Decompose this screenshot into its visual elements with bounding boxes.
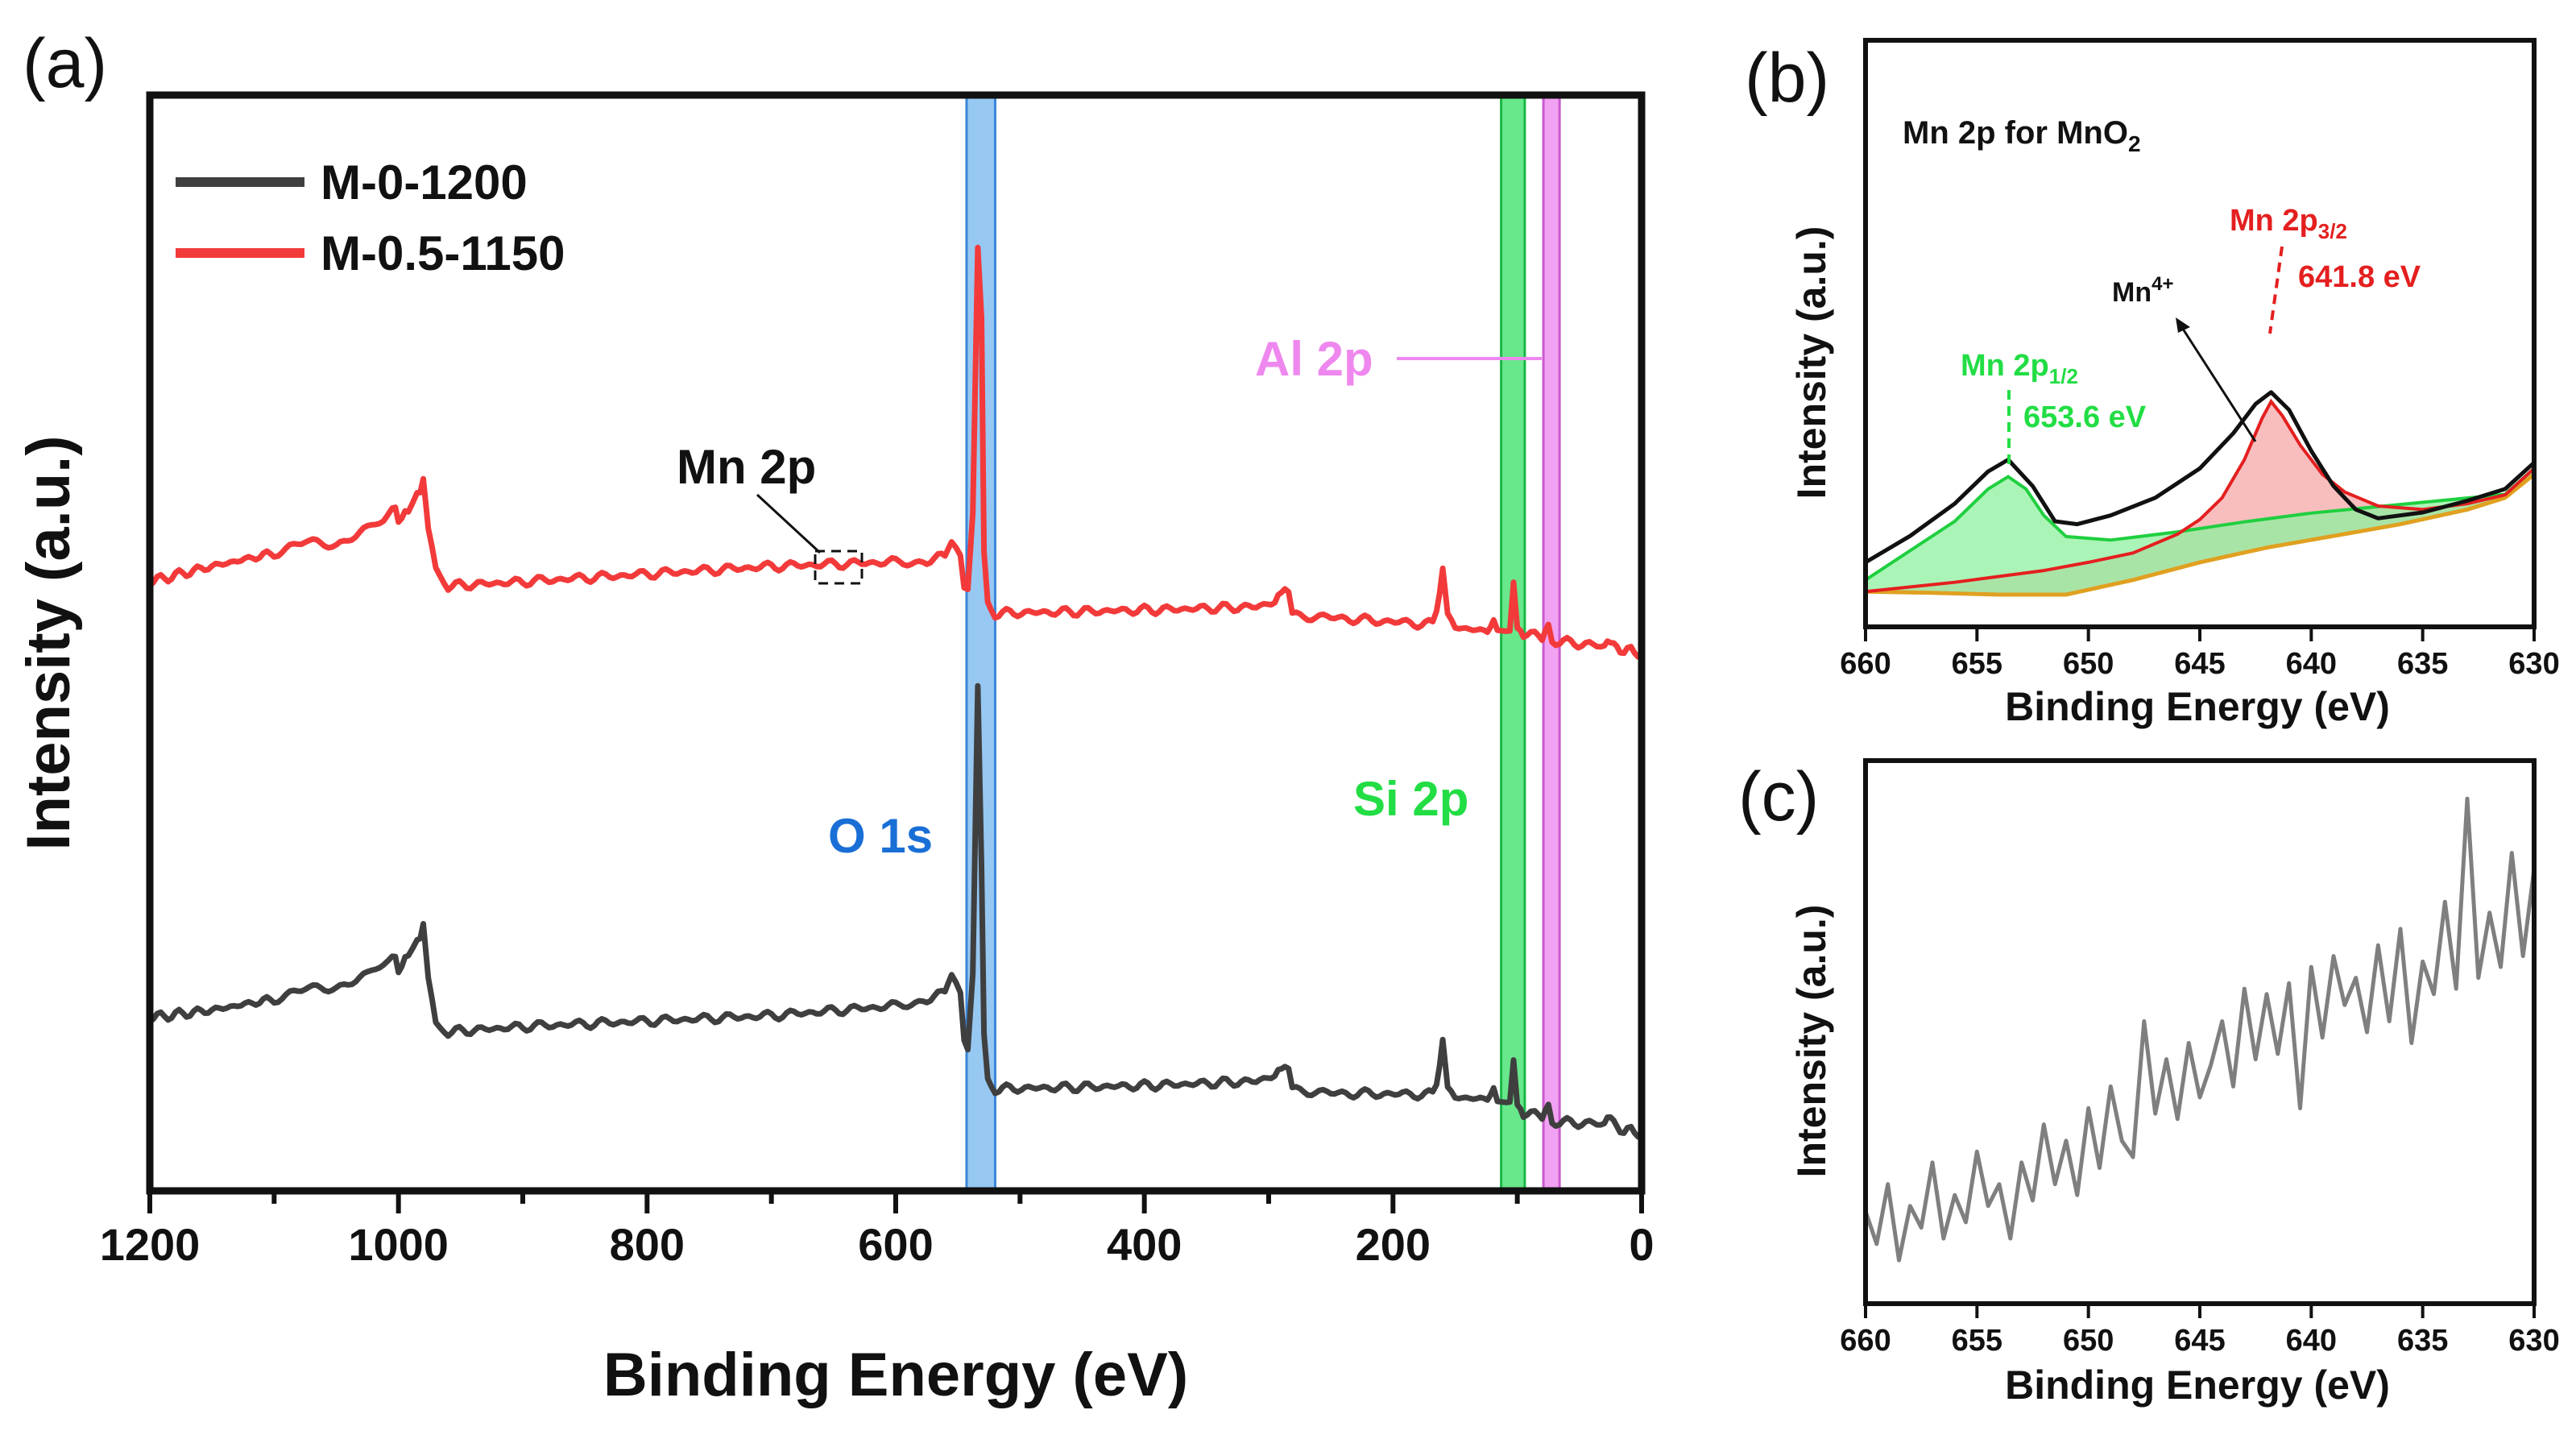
panel-b-x-axis-title: Binding Energy (eV) bbox=[2005, 684, 2390, 729]
panel-b-title: Mn 2p for MnO2 bbox=[1903, 115, 2141, 156]
curve-m-0-5-1150 bbox=[147, 244, 1644, 660]
legend-label-m0: M-0-1200 bbox=[321, 156, 528, 209]
curve-envelope bbox=[1864, 390, 2536, 565]
x-tick-label: 635 bbox=[2397, 647, 2448, 681]
mn2p-curve bbox=[1863, 796, 2537, 1263]
peak-fills bbox=[1866, 401, 2534, 595]
element-bands bbox=[965, 93, 1561, 1192]
panel-c: (c) 660 655 650 645 640 635 630 Binding Energy… bbox=[1738, 758, 2560, 1408]
p12-label: Mn 2p1/2 bbox=[1961, 349, 2078, 388]
panel-c-x-axis-title: Binding Energy (eV) bbox=[2005, 1362, 2390, 1408]
x-tick-label: 650 bbox=[2063, 1324, 2114, 1358]
x-tick-label: 640 bbox=[2286, 647, 2337, 681]
fit-curves bbox=[1864, 390, 2536, 597]
survey-curves bbox=[147, 244, 1644, 1140]
mn4-pointer bbox=[2178, 323, 2257, 442]
panel-a-x-axis-title: Binding Energy (eV) bbox=[603, 1341, 1188, 1409]
x-tick-label: 655 bbox=[1952, 647, 2002, 681]
panel-b: (b) 660 655 650 645 640 635 630 Binding Energy… bbox=[1745, 38, 2560, 729]
p32-label-main: Mn 2p bbox=[2230, 204, 2318, 238]
p12-label-main: Mn 2p bbox=[1961, 349, 2049, 383]
panel-a: (a) 1200 1000 800 600 400 200 0 Binding Energy… bbox=[14, 25, 1655, 1409]
x-tick-label: 635 bbox=[2397, 1324, 2448, 1358]
p32-label: Mn 2p3/2 bbox=[2230, 204, 2347, 243]
x-tick-label: 660 bbox=[1840, 647, 1891, 681]
mn2p-label: Mn 2p bbox=[677, 440, 816, 494]
x-tick-label: 600 bbox=[858, 1219, 933, 1270]
x-tick-label: 650 bbox=[2063, 647, 2114, 681]
panel-c-label: (c) bbox=[1738, 758, 1819, 836]
x-tick-label: 655 bbox=[1952, 1324, 2002, 1358]
panel-a-label: (a) bbox=[23, 25, 107, 102]
panel-a-annotations: Mn 2p O 1s Si 2p Al 2p bbox=[677, 332, 1542, 863]
panel-b-x-ticks: 660 655 650 645 640 635 630 bbox=[1840, 627, 2560, 681]
p12-label-sub: 1/2 bbox=[2049, 364, 2078, 388]
curve-mn2p-raw bbox=[1863, 796, 2537, 1263]
x-tick-label: 800 bbox=[610, 1219, 685, 1270]
x-tick-label: 660 bbox=[1840, 1324, 1891, 1358]
curve-mn2p12 bbox=[1864, 467, 2536, 582]
x-tick-label: 1000 bbox=[348, 1219, 449, 1270]
mn2p-dashed-box bbox=[814, 550, 863, 585]
fill-mn2p12 bbox=[1866, 468, 2534, 595]
mn4-label-main: Mn bbox=[2112, 277, 2151, 308]
curve-mn2p32 bbox=[1865, 398, 2536, 594]
panel-b-label: (b) bbox=[1745, 39, 1829, 117]
p12-energy: 653.6 eV bbox=[2023, 400, 2147, 434]
x-tick-label: 645 bbox=[2174, 1324, 2225, 1358]
x-tick-label: 645 bbox=[2174, 647, 2225, 681]
x-tick-label: 0 bbox=[1629, 1219, 1654, 1270]
al2p-label: Al 2p bbox=[1255, 332, 1373, 386]
p32-marker bbox=[2268, 246, 2284, 334]
panel-c-x-ticks: 660 655 650 645 640 635 630 bbox=[1840, 1304, 2560, 1358]
panel-b-title-sub: 2 bbox=[2128, 131, 2141, 156]
curve-m-0-1200 bbox=[147, 682, 1644, 1140]
x-tick-label: 1200 bbox=[100, 1219, 201, 1270]
o1s-label: O 1s bbox=[828, 809, 933, 863]
mn4-label: Mn4+ bbox=[2112, 273, 2173, 308]
x-tick-label: 200 bbox=[1356, 1219, 1431, 1270]
curve-background bbox=[1865, 472, 2536, 597]
mn4-arrowhead bbox=[2176, 317, 2190, 333]
legend-label-m05: M-0.5-1150 bbox=[321, 226, 565, 280]
panel-a-y-axis-title: Intensity (a.u.) bbox=[14, 435, 83, 850]
mn4-label-sup: 4+ bbox=[2151, 273, 2173, 295]
x-tick-label: 640 bbox=[2286, 1324, 2337, 1358]
panel-b-title-main: Mn 2p for MnO bbox=[1903, 115, 2128, 151]
p32-label-sub: 3/2 bbox=[2318, 219, 2347, 243]
panel-c-y-axis-title: Intensity (a.u.) bbox=[1789, 905, 1834, 1178]
mn2p-pointer-line bbox=[756, 493, 822, 554]
panel-b-y-axis-title: Intensity (a.u.) bbox=[1789, 226, 1834, 500]
panel-a-x-ticks: 1200 1000 800 600 400 200 0 bbox=[100, 1191, 1655, 1270]
panel-a-legend: M-0-1200 M-0.5-1150 bbox=[176, 156, 565, 280]
x-tick-label: 630 bbox=[2508, 1324, 2559, 1358]
p32-energy: 641.8 eV bbox=[2298, 260, 2421, 294]
x-tick-label: 630 bbox=[2508, 647, 2559, 681]
si2p-label: Si 2p bbox=[1353, 772, 1468, 826]
band-si-2p bbox=[1500, 93, 1526, 1192]
x-tick-label: 400 bbox=[1107, 1219, 1182, 1270]
